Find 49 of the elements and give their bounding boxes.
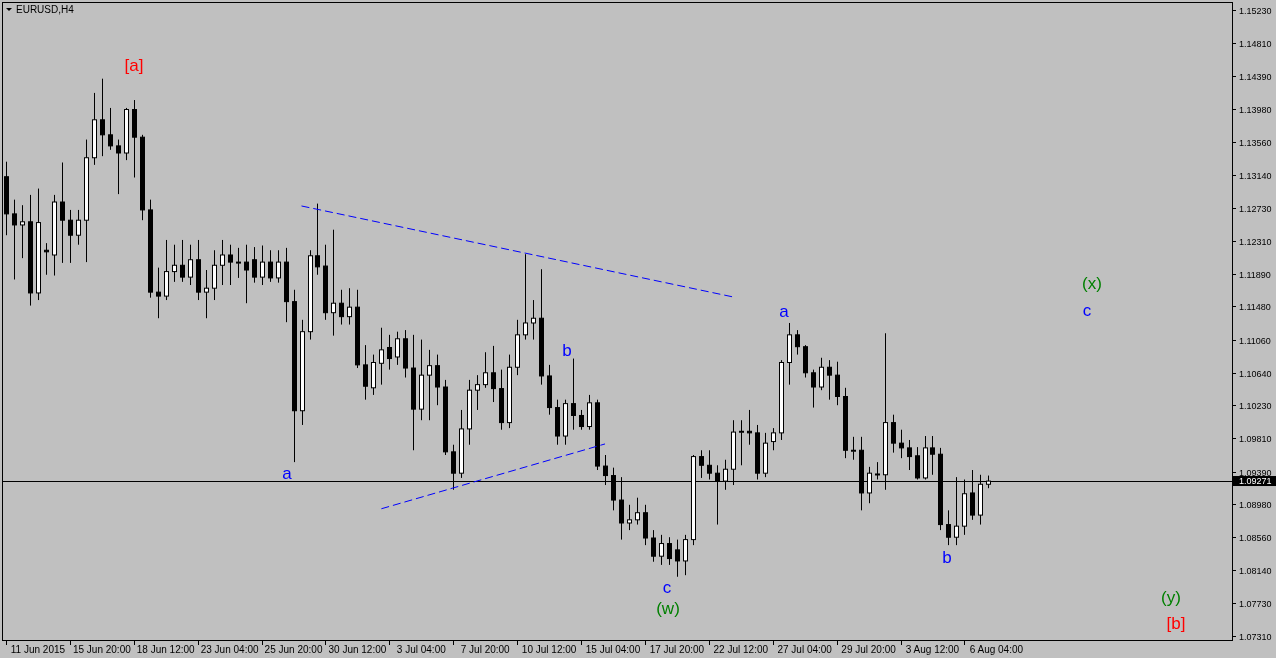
annotation: b [562,340,572,360]
y-tick-label: 1.13980 [1239,104,1272,115]
y-tick-label: 1.09810 [1239,433,1272,444]
chart-title: EURUSD,H4 [16,4,75,15]
x-tick-label: 7 Jul 20:00 [460,644,511,655]
x-tick-label: 6 Aug 04:00 [969,644,1024,655]
y-tick-label: 1.10230 [1239,400,1272,411]
annotation: a [779,301,790,321]
y-tick-label: 1.11480 [1239,301,1271,312]
y-tick-label: 1.07310 [1239,631,1272,642]
x-tick-label: 30 Jun 12:00 [328,644,387,655]
y-tick-label: 1.14810 [1239,38,1272,49]
x-tick-label: 23 Jun 04:00 [200,644,259,655]
annotation: c [1082,300,1092,320]
y-tick-label: 1.12310 [1239,236,1272,247]
annotation: [a] [124,55,144,75]
y-tick-label: 1.12730 [1239,203,1272,214]
y-tick-label: 1.08560 [1239,532,1272,543]
annotation: b [942,547,952,567]
x-tick-label: 27 Jul 04:00 [777,644,833,655]
ref-line-label: 1.09271 [1239,476,1272,487]
y-tick-label: 1.15230 [1239,5,1272,16]
y-tick-label: 1.08140 [1239,565,1272,576]
y-tick-label: 1.14390 [1239,71,1272,82]
y-tick-label: 1.09390 [1239,467,1272,478]
annotation: [b] [1166,613,1186,633]
x-tick-label: 25 Jun 20:00 [264,644,323,655]
annotation: (w) [656,598,680,618]
y-tick-label: 1.13140 [1239,170,1272,181]
x-tick-label: 15 Jun 20:00 [72,644,132,655]
y-tick-label: 1.08980 [1239,499,1272,510]
annotation: c [662,577,672,597]
x-tick-label: 11 Jun 2015 [10,644,66,655]
x-tick-label: 15 Jul 04:00 [585,644,641,655]
x-tick-label: 22 Jul 12:00 [713,644,769,655]
x-tick-label: 18 Jun 12:00 [136,644,196,655]
x-tick-label: 17 Jul 20:00 [649,644,705,655]
x-tick-label: 3 Aug 12:00 [905,644,960,655]
x-tick-label: 3 Jul 04:00 [396,644,447,655]
y-tick-label: 1.10640 [1239,368,1272,379]
y-tick-label: 1.07730 [1239,598,1272,609]
y-tick-label: 1.13560 [1239,137,1272,148]
y-tick-label: 1.11890 [1239,269,1271,280]
annotation: (y) [1161,587,1181,607]
annotation: (x) [1082,273,1102,293]
annotation: a [282,463,293,483]
x-tick-label: 29 Jul 20:00 [841,644,897,655]
y-tick-label: 1.11060 [1239,335,1271,346]
x-tick-label: 10 Jul 12:00 [521,644,577,655]
